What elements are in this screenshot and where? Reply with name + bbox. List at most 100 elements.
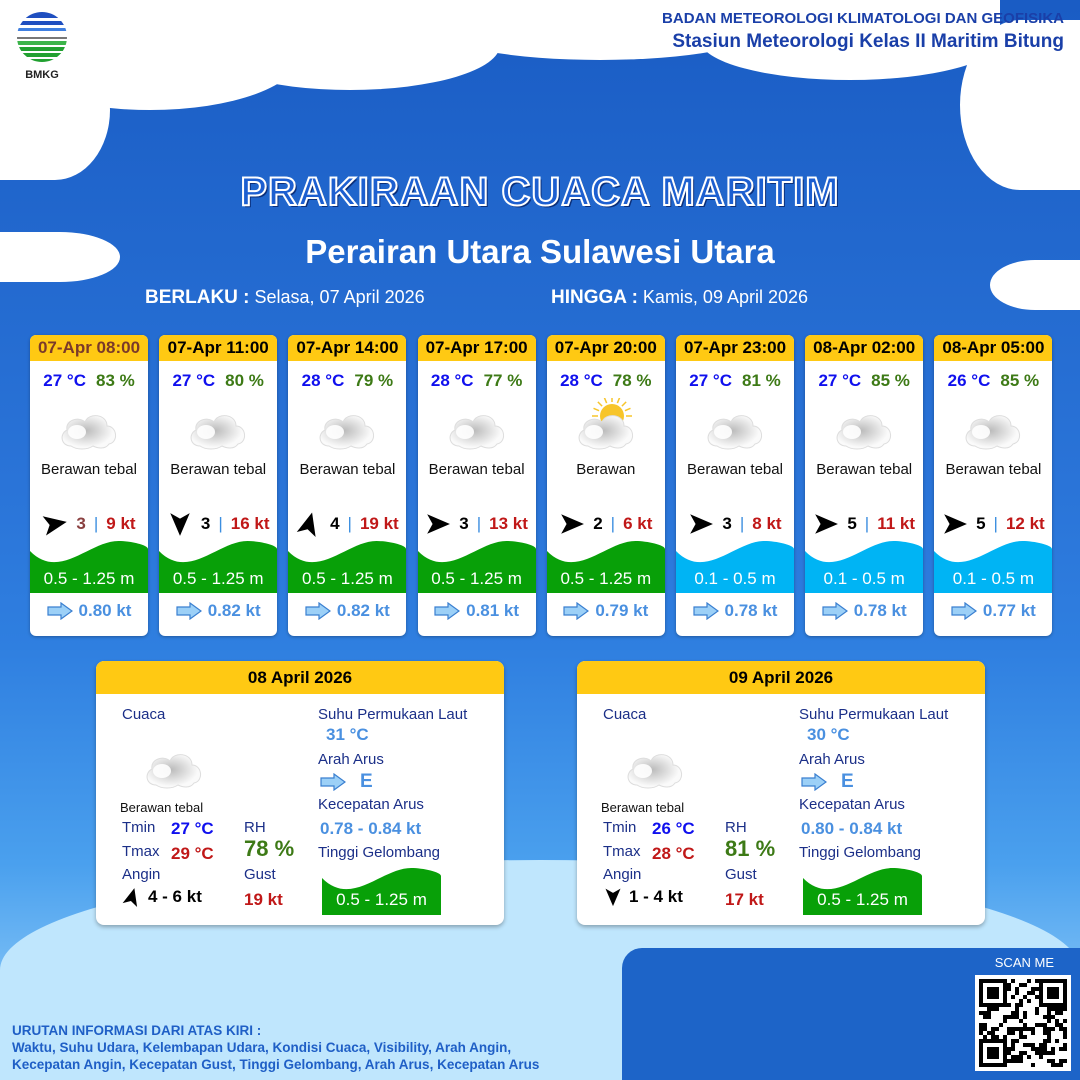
weather-condition: Berawan tebal xyxy=(170,461,267,478)
tmin-value: 27 °C xyxy=(171,819,214,838)
gust-label: Gust xyxy=(244,866,276,883)
tmax-label: Tmax xyxy=(603,843,641,860)
current-speed-value: 0.78 - 0.84 kt xyxy=(320,819,422,838)
forecast-time: 07-Apr 20:00 xyxy=(546,335,665,361)
current-direction-icon xyxy=(434,602,461,620)
forecast-time: 07-Apr 11:00 xyxy=(159,335,278,361)
divider: | xyxy=(739,514,745,533)
page-title: PRAKIRAAN CUACA MARITIM xyxy=(239,169,840,215)
forecast-time: 08-Apr 05:00 xyxy=(934,335,1053,361)
wave-height: 0.5 - 1.25 m xyxy=(43,569,135,588)
cloudy-icon xyxy=(288,397,406,455)
gust-speed: 19 kt xyxy=(359,514,399,533)
current-direction-icon xyxy=(305,602,331,620)
cloudy-icon xyxy=(623,737,687,798)
forecast-card: 07-Apr 08:00 27 °C 83 % Berawan tebal 3 | 9… xyxy=(30,335,148,636)
wave-height-band: 0.1 - 0.5 m xyxy=(676,541,794,593)
valid-to: HINGGA : Kamis, 09 April 2026 xyxy=(551,287,808,309)
wind-speed: 3 xyxy=(200,514,211,533)
wave-height-band: 0.1 - 0.5 m xyxy=(934,541,1053,593)
wind-direction-icon xyxy=(603,887,623,907)
wind-speed: 3 xyxy=(76,514,86,533)
gust-speed: 11 kt xyxy=(877,514,916,533)
tmax-value: 29 °C xyxy=(171,844,214,863)
weather-condition: Berawan tebal xyxy=(120,800,204,815)
weather-condition: Berawan tebal xyxy=(601,800,685,815)
wind-direction-icon xyxy=(559,511,585,537)
current-direction-icon xyxy=(46,602,73,620)
wave-height: 0.5 - 1.25 m xyxy=(302,569,393,588)
gust-value: 19 kt xyxy=(244,890,283,909)
air-temperature: 27 °C xyxy=(43,371,86,390)
daily-summary-card: 08 April 2026 Cuaca Berawan tebal Tmin 2… xyxy=(96,661,504,925)
wave-height: 0.1 - 0.5 m xyxy=(823,569,905,588)
current-speed: 0.79 kt xyxy=(595,601,649,620)
current-direction-icon xyxy=(320,773,346,791)
forecast-time: 07-Apr 08:00 xyxy=(30,335,148,361)
humidity: 80 % xyxy=(225,371,264,390)
cloudy-icon xyxy=(30,397,148,455)
current-speed-label: Kecepatan Arus xyxy=(799,796,905,813)
current-direction-icon xyxy=(822,602,848,620)
current-direction-icon xyxy=(801,773,827,791)
cloudy-icon xyxy=(159,397,277,455)
cloud-decoration xyxy=(0,40,110,180)
summary-date: 09 April 2026 xyxy=(577,661,985,694)
wind-speed: 4 xyxy=(330,514,340,533)
gust-label: Gust xyxy=(725,866,757,883)
gust-speed: 13 kt xyxy=(489,514,528,533)
tmax-value: 28 °C xyxy=(652,844,695,863)
wind-speed: 3 xyxy=(722,514,732,533)
cloudy-icon xyxy=(676,397,794,455)
current-direction-icon xyxy=(951,602,977,620)
legend-footer: URUTAN INFORMASI DARI ATAS KIRI : Waktu,… xyxy=(12,1022,539,1073)
station-name: Stasiun Meteorologi Kelas II Maritim Bit… xyxy=(672,31,1064,52)
weather-label: Cuaca xyxy=(122,706,166,723)
weather-condition: Berawan xyxy=(576,461,636,478)
footer-line: Waktu, Suhu Udara, Kelembapan Udara, Kon… xyxy=(12,1040,512,1055)
wave-height-band: 0.5 - 1.25 m xyxy=(159,541,278,593)
footer-line: Kecepatan Angin, Kecepatan Gust, Tinggi … xyxy=(12,1057,540,1072)
wind-direction-icon xyxy=(122,887,142,907)
summary-date: 08 April 2026 xyxy=(96,661,504,694)
qr-code[interactable] xyxy=(975,975,1071,1071)
divider: | xyxy=(476,514,482,533)
humidity: 83 % xyxy=(95,371,135,390)
air-temperature: 27 °C xyxy=(172,371,216,390)
rh-value: 78 % xyxy=(244,836,295,861)
wind-direction-icon xyxy=(813,511,839,537)
forecast-time: 07-Apr 23:00 xyxy=(676,335,794,361)
wave-height-band: 0.5 - 1.25 m xyxy=(546,541,665,593)
current-speed: 0.81 kt xyxy=(466,601,520,620)
wind-speed: 2 xyxy=(593,514,603,533)
gust-speed: 9 kt xyxy=(106,514,136,533)
rh-label: RH xyxy=(725,819,747,836)
air-temperature: 28 °C xyxy=(301,371,345,390)
air-temperature: 27 °C xyxy=(689,371,732,390)
cloud-decoration xyxy=(0,232,120,282)
wind-label: Angin xyxy=(603,866,642,883)
weather-label: Cuaca xyxy=(603,706,647,723)
tmin-label: Tmin xyxy=(122,819,156,836)
wind-speed: 4 - 6 kt xyxy=(148,887,202,906)
humidity: 85 % xyxy=(871,371,910,390)
current-direction-icon xyxy=(563,602,590,620)
divider: | xyxy=(610,514,616,533)
cloud-decoration xyxy=(700,0,1000,80)
current-direction-value: E xyxy=(360,771,373,792)
current-speed: 0.80 kt xyxy=(78,601,132,620)
wind-direction-icon xyxy=(167,511,193,537)
valid-from-label: BERLAKU : xyxy=(145,287,250,308)
current-speed: 0.77 kt xyxy=(982,601,1036,620)
current-speed: 0.82 kt xyxy=(336,601,390,620)
wind-direction-icon xyxy=(425,511,451,537)
air-temperature: 28 °C xyxy=(560,371,603,390)
weather-condition: Berawan tebal xyxy=(816,461,913,478)
divider: | xyxy=(347,514,352,533)
wave-height: 0.1 - 0.5 m xyxy=(694,569,776,588)
weather-condition: Berawan tebal xyxy=(945,461,1042,478)
current-direction-label: Arah Arus xyxy=(799,751,865,768)
current-speed-value: 0.80 - 0.84 kt xyxy=(801,819,903,838)
wave-height-band: 0.5 - 1.25 m xyxy=(803,868,922,915)
valid-to-label: HINGGA : xyxy=(551,287,638,308)
